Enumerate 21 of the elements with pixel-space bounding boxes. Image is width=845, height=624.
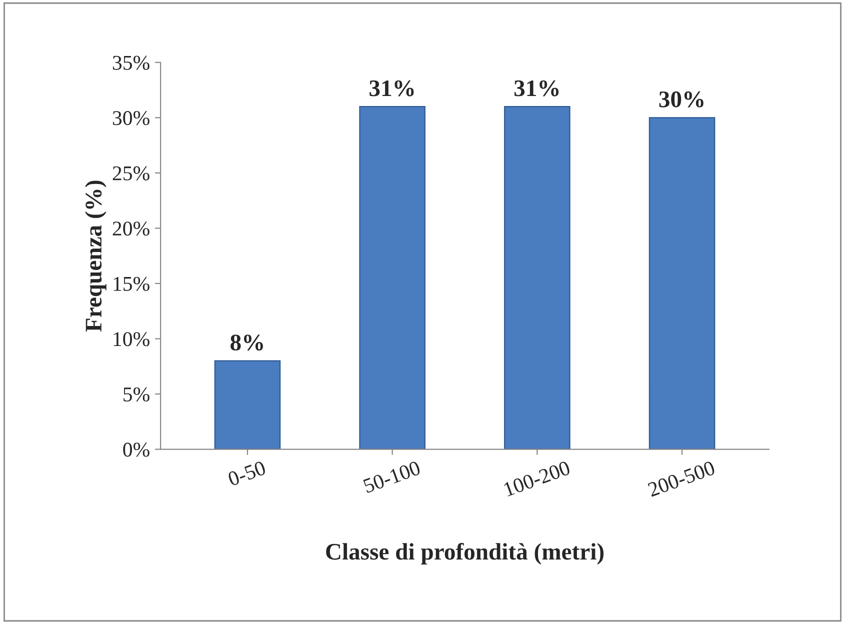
y-tick-label: 5% [124, 387, 150, 402]
x-axis-title: Classe di profondità (metri) [326, 542, 604, 565]
y-tick-label: 20% [112, 222, 150, 236]
data-label: 31% [370, 80, 414, 96]
y-tick-label: 25% [112, 166, 150, 180]
y-tick-label: 0% [123, 442, 150, 457]
y-tick-label: 35% [112, 56, 150, 70]
x-tick-label: 50-100 [362, 460, 422, 494]
bar [359, 106, 426, 450]
bar [214, 360, 281, 450]
x-tick-label: 0-50 [227, 460, 266, 486]
bar [504, 106, 570, 450]
y-tick-label: 10% [114, 332, 150, 346]
bar [648, 117, 716, 450]
data-label: 30% [659, 91, 704, 108]
y-axis-title: Frequenza (%) [84, 180, 106, 332]
data-label: 8% [230, 334, 263, 351]
data-label: 31% [514, 80, 559, 96]
y-tick-label: 30% [112, 111, 150, 126]
x-tick-label: 100-200 [503, 460, 571, 497]
y-tick-label: 15% [114, 276, 150, 291]
